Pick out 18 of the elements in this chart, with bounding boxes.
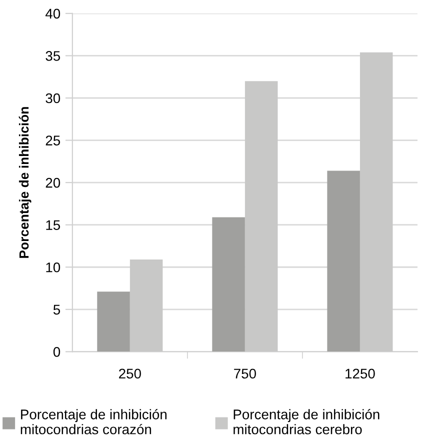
y-tick-label: 15 bbox=[46, 220, 60, 230]
y-tick-label: 10 bbox=[46, 262, 60, 272]
y-tick-label: 5 bbox=[53, 304, 60, 315]
y-tick-label: 0 bbox=[53, 347, 60, 357]
bar bbox=[97, 292, 130, 352]
x-tick-label: 750 bbox=[234, 368, 256, 379]
bar bbox=[212, 217, 245, 352]
x-tick-label: 1250 bbox=[346, 368, 375, 379]
y-tick-label: 35 bbox=[46, 51, 60, 61]
legend-label: Porcentaje de inhibición mitocondrias cerebro bbox=[234, 408, 380, 434]
y-tick-label: 25 bbox=[46, 136, 60, 146]
y-tick-label: 30 bbox=[46, 93, 60, 104]
x-tick-label: 250 bbox=[119, 368, 141, 379]
y-tick-label: 20 bbox=[46, 178, 60, 188]
y-tick-label: 40 bbox=[45, 8, 60, 19]
y-axis-title: Porcentaje de inhibición bbox=[18, 107, 32, 258]
bar bbox=[327, 170, 360, 352]
legend-label: Porcentaje de inhibición mitocondrias corazón bbox=[20, 408, 166, 434]
